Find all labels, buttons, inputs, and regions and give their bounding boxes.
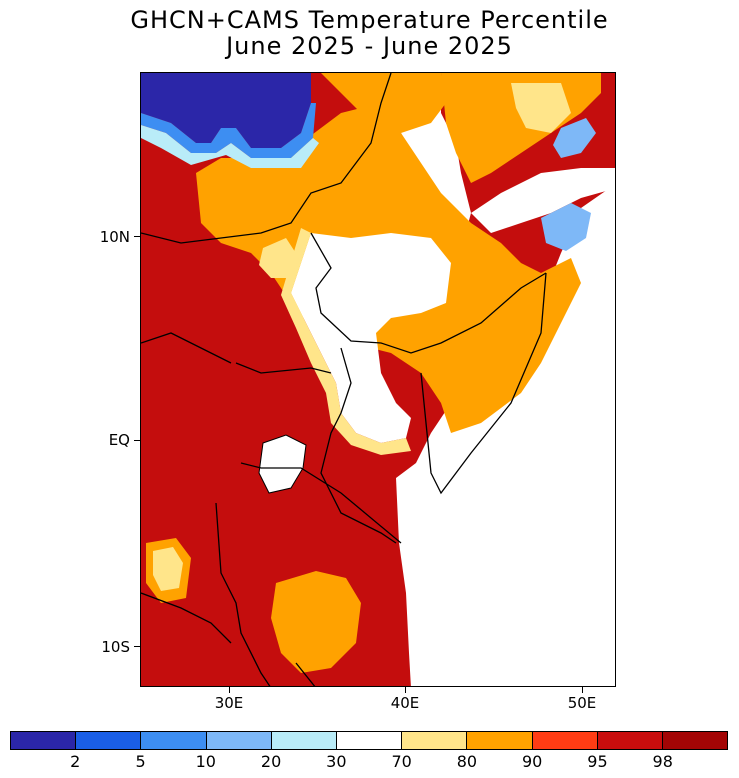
legend-swatch [402, 732, 468, 749]
legend-swatch [76, 732, 142, 749]
yellow-blob-arabia [511, 83, 571, 133]
legend-swatch [467, 732, 533, 749]
yellow-edge-ethiopia [281, 228, 411, 455]
legend-label: 95 [587, 752, 608, 771]
legend-label: 80 [456, 752, 478, 771]
legend-label: 90 [521, 752, 543, 771]
yellow-blob-north [259, 238, 299, 278]
white-region-ethiopia [291, 233, 451, 443]
legend-swatch [11, 732, 77, 749]
lat-tick [134, 440, 140, 441]
yellow-blob-southwest-inner [153, 547, 183, 591]
lon-tick [582, 687, 583, 693]
legend-label: 10 [195, 752, 216, 771]
lake-victoria [258, 434, 307, 494]
lat-tick [134, 236, 140, 237]
legend-swatch [597, 732, 663, 749]
dark-blue-region [141, 73, 311, 148]
gulf-of-aden-white [471, 168, 615, 233]
legend-swatch [532, 732, 598, 749]
legend-swatch [141, 732, 207, 749]
legend-swatch [336, 732, 403, 749]
orange-upper-strip [321, 73, 446, 133]
light-blue-arabia [553, 118, 596, 158]
lon-label-50e: 50E [567, 694, 597, 712]
blue-edge-region [141, 103, 316, 158]
lat-label-10n: 10N [99, 228, 130, 246]
country-borders [141, 73, 547, 686]
legend-swatch [206, 732, 272, 749]
color-legend-bar [10, 731, 728, 750]
legend-label: 30 [326, 752, 347, 771]
legend-swatch [271, 732, 337, 749]
legend-label: 98 [652, 752, 673, 771]
lon-label-40e: 40E [390, 694, 420, 712]
chart-subtitle: June 2025 - June 2025 [226, 32, 513, 60]
light-blue-somalia [541, 203, 591, 251]
lat-label-10s: 10S [101, 638, 130, 656]
legend-swatch [662, 732, 728, 749]
lat-label-eq: EQ [108, 431, 130, 449]
lat-tick [134, 646, 140, 647]
orange-blob-tanzania [271, 571, 361, 673]
lon-label-30e: 30E [214, 694, 244, 712]
lon-tick [229, 687, 230, 693]
legend-label: 2 [70, 752, 81, 771]
legend-label: 5 [135, 752, 146, 771]
temperature-percentile-map [140, 72, 616, 687]
legend-label: 20 [260, 752, 282, 771]
lon-tick [405, 687, 406, 693]
chart-title: GHCN+CAMS Temperature Percentile [130, 6, 609, 34]
legend-label: 70 [391, 752, 412, 771]
light-blue-edge [141, 125, 319, 168]
